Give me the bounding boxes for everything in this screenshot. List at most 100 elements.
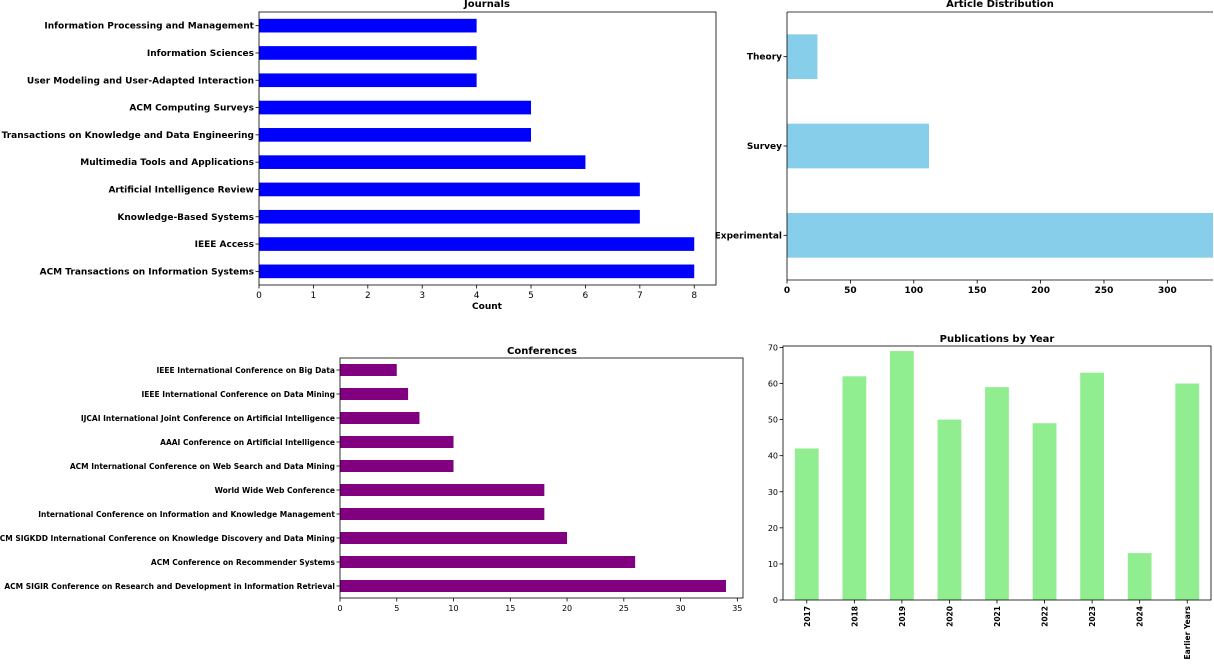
panel-year-bar-2017 [794,448,819,600]
panel-year-ytick-label: 70 [768,343,778,352]
panel-journals-category-label: Information Sciences [147,49,254,59]
panel-year-category-label: Earlier Years [1183,605,1192,659]
panel-journals-bar-multimedia-tools-and-applications [259,155,586,169]
panel-year-ytick-label: 30 [768,488,778,497]
panel-conf-xtick-label: 20 [562,604,572,613]
panel-year-category-label: 2020 [945,606,954,627]
panel-journals-bar-knowledge-based-systems [259,209,640,224]
article-distribution-xtick-label: 300 [1158,286,1177,296]
panel-conf-category-label: IEEE International Conference on Big Dat… [157,366,335,375]
panel-journals-xtick-label: 6 [583,291,589,301]
article-distribution-chart: Article Distribution Experimental Survey T… [715,0,1213,296]
panel-journals-xtick-label: 7 [637,291,643,301]
conferences-title: Conferences [507,346,577,357]
panel-year-bar-2023 [1080,372,1104,600]
panel-year-bar-2021 [985,387,1009,600]
panel-journals-category-label: Artificial Intelligence Review [108,185,254,195]
panel-journals-xtick-label: 2 [365,291,371,301]
panel-conf-xtick-label: 0 [337,604,342,613]
panel-conf-xtick-label: 10 [448,604,458,613]
panel-year-category-label: 2018 [850,606,859,627]
panel-journals-category-label: Multimedia Tools and Applications [80,158,254,168]
journals-xlabel: Count [472,302,503,312]
panel-journals-category-label: User Modeling and User-Adapted Interacti… [27,76,254,86]
article-distribution-category-label: Theory [747,53,782,63]
panel-journals-xtick-label: 8 [691,291,697,301]
panel-journals-category-label: Knowledge-Based Systems [117,213,254,223]
panel-year-bar-2018 [842,376,867,600]
panel-journals-axes-frame [258,11,717,286]
panel-journals-xtick-label: 1 [311,291,317,301]
panel-journals-category-label: IEEE Access [195,240,254,250]
article-distribution-category-label: Survey [747,142,782,152]
article-distribution-title: Article Distribution [946,0,1054,10]
panel-conf-category-label: ACM SIGIR Conference on Research and Dev… [4,582,335,591]
publications-by-year-chart: Publications by Year 2017 2018 2019 2020 202… [768,334,1212,659]
panel-year-category-label: 2017 [803,606,812,627]
panel-conf-axes-frame [339,357,744,599]
panel-journals-xtick-label: 4 [474,291,480,301]
panel-conf-bar-world-wide-web-conference [340,484,545,496]
article-distribution-xtick-label: 200 [1031,286,1050,296]
panel-year-category-label: 2021 [993,606,1002,627]
panel-conf-bar-international-conference-on-information-and-knowledge-management [340,508,545,520]
panel-journals-xtick-label: 0 [256,291,262,301]
journals-chart: Journals Count ACM Transactions on Infor… [0,0,717,312]
panel-year-bar-2024 [1127,553,1152,600]
panel-year-ytick-label: 50 [768,416,778,425]
conferences-chart: Conferences ACM SIGIR Conference on Rese… [0,346,744,613]
panel-year-ytick-label: 20 [768,524,778,533]
panel-year-ytick-label: 10 [768,560,778,569]
panel-conf-bar-acm-international-conference-on-web-search-and-data-mining [340,460,454,472]
panel-conf-xtick-label: 15 [505,604,515,613]
panel-year-category-label: 2019 [898,606,907,627]
panel-journals-bar-ieee-transactions-on-knowledge-and-data-engineering [259,128,532,142]
panel-year-bar-2019 [890,351,914,600]
panel-journals-bar-acm-transactions-on-information-systems [259,264,695,279]
panel-year-category-label: 2023 [1088,606,1097,627]
panel-year-ytick-label: 40 [768,452,778,461]
panel-conf-category-label: International Conference on Information … [38,510,335,519]
panel-conf-xtick-label: 5 [394,604,399,613]
panel-conf-category-label: World Wide Web Conference [215,486,335,495]
panel-conf-category-label: IEEE International Conference on Data Mi… [142,390,335,399]
panel-journals-category-label: IEEE Transactions on Knowledge and Data … [0,131,254,141]
panel-conf-xtick-label: 25 [619,604,629,613]
panel-journals-bar-artificial-intelligence-review [259,182,640,197]
panel-journals-bar-information-sciences [259,46,477,60]
panel-year-bar-2022 [1032,423,1057,600]
panel-journals-xtick-label: 3 [419,291,425,301]
article-distribution-xtick-label: 250 [1095,286,1114,296]
article-distribution-bar-experimental [787,213,1213,258]
panel-year-category-label: 2024 [1136,606,1145,627]
panel-journals-category-label: ACM Transactions on Information Systems [40,267,254,277]
panel-journals-xtick-label: 5 [528,291,534,301]
article-distribution-bar-survey [787,123,929,169]
article-distribution-xtick-label: 150 [968,286,987,296]
panel-conf-bar-ijcai-international-joint-conference-on-artificial-intelligence [340,412,420,424]
panel-year-bar-2020 [937,419,962,600]
panel-conf-bar-aaai-conference-on-artificial-intelligence [340,436,454,448]
journals-title: Journals [463,0,510,10]
panel-year-axes-frame [782,345,1212,601]
article-distribution-bar-theory [787,34,818,79]
panel-journals-category-label: ACM Computing Surveys [129,104,254,114]
panel-year-bar-earlier-years [1175,383,1200,600]
panel-conf-category-label: ACM International Conference on Web Sear… [70,462,335,471]
panel-journals-bar-user-modeling-and-user-adapted-interaction [259,73,477,88]
article-distribution-xtick-label: 100 [904,286,923,296]
panel-conf-category-label: ACM SIGKDD International Conference on K… [0,534,335,543]
article-distribution-xtick-label: 0 [784,286,790,296]
publications-by-year-title: Publications by Year [940,334,1055,345]
panel-conf-category-label: AAAI Conference on Artificial Intelligen… [160,438,335,447]
panel-journals-bar-ieee-access [259,237,695,251]
panel-journals-bar-information-processing-and-management [259,18,477,33]
panel-conf-bar-ieee-international-conference-on-big-data [340,364,397,376]
panel-conf-bar-ieee-international-conference-on-data-mining [340,388,409,400]
panel-conf-bar-acm-sigir-conference-on-research-and-development-in-information-retrieval [340,580,726,592]
panel-year-ytick-label: 60 [768,380,778,389]
panel-conf-xtick-label: 30 [675,604,685,613]
article-distribution-xtick-label: 50 [844,286,857,296]
